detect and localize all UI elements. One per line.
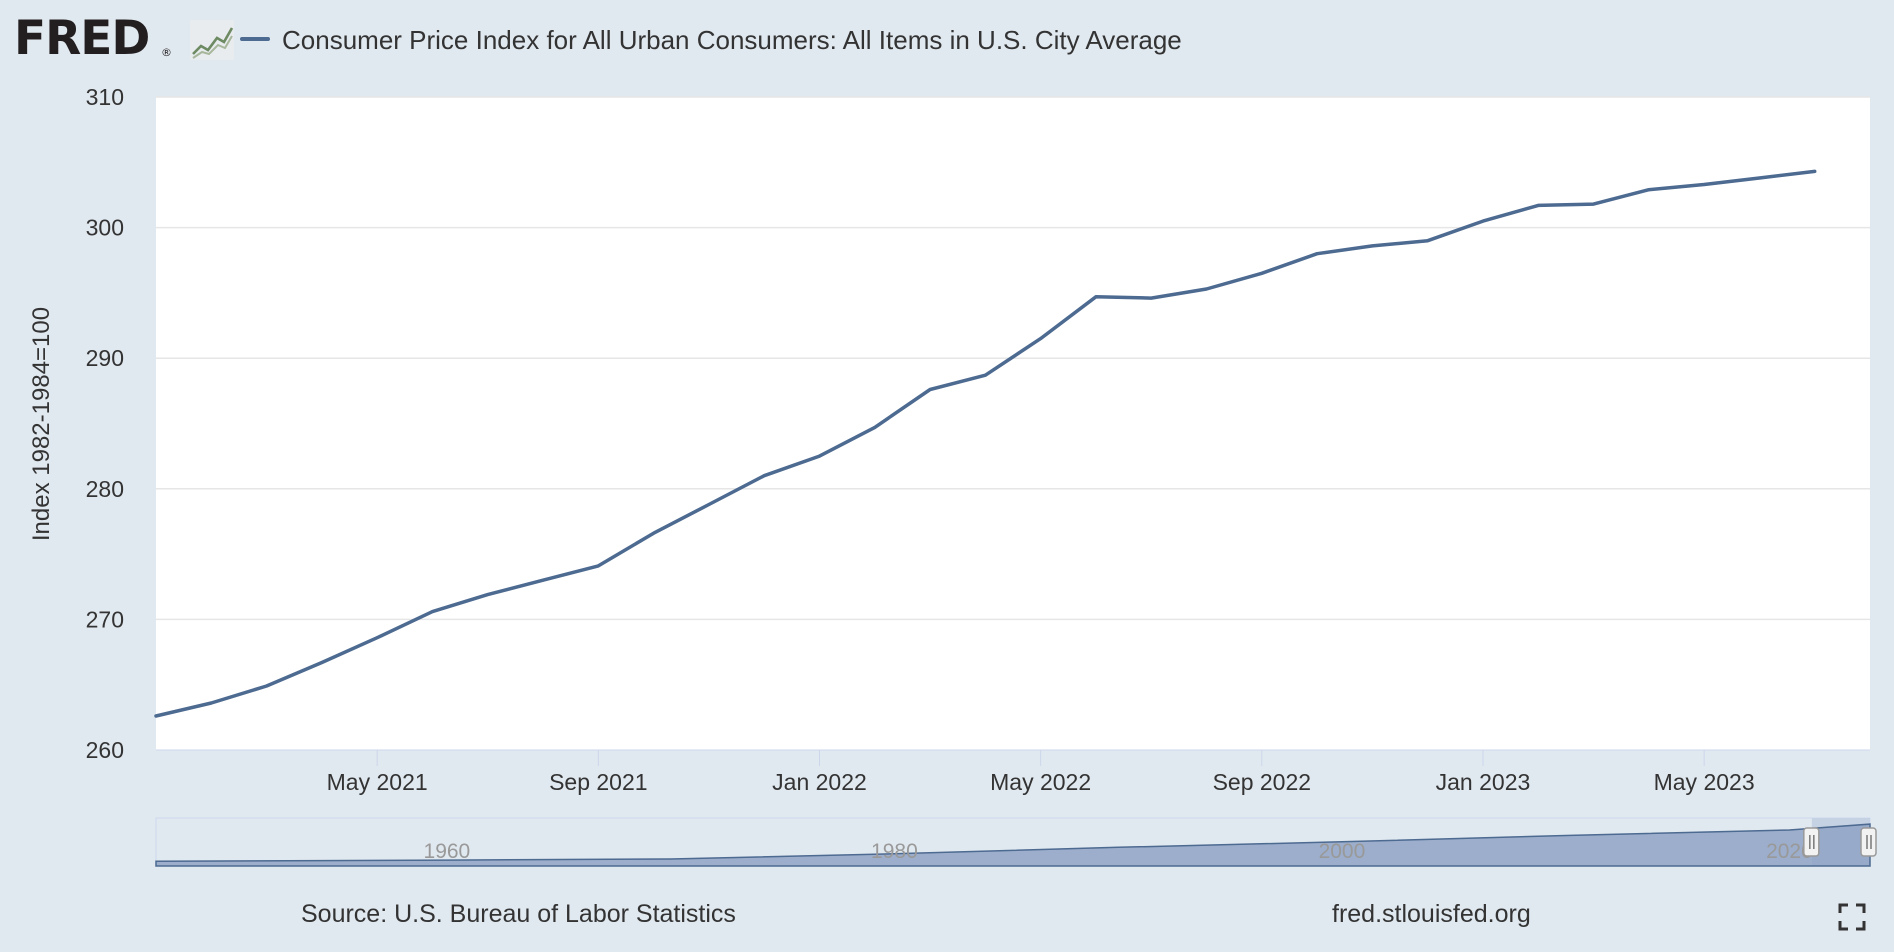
y-axis-title: Index 1982-1984=100 <box>28 307 55 541</box>
range-navigator[interactable]: 1960 1980 2000 2020 <box>155 817 1877 867</box>
plot-background <box>156 97 1870 750</box>
data-point[interactable] <box>154 714 158 718</box>
registered-mark: ® <box>161 46 172 59</box>
x-tick-label: May 2022 <box>990 769 1091 795</box>
y-tick-label: 280 <box>86 476 124 502</box>
data-point[interactable] <box>597 564 600 568</box>
x-tick-label: May 2023 <box>1654 769 1755 795</box>
data-point[interactable] <box>541 579 545 582</box>
x-tick-label: Sep 2022 <box>1213 769 1311 795</box>
y-tick-label: 270 <box>86 606 124 632</box>
data-point[interactable] <box>431 610 434 613</box>
x-tick-label: May 2021 <box>327 769 428 795</box>
data-point[interactable] <box>928 388 932 391</box>
y-tick-label: 290 <box>86 345 124 371</box>
data-point[interactable] <box>375 636 379 639</box>
data-point[interactable] <box>1039 337 1042 340</box>
data-point[interactable] <box>1758 176 1761 180</box>
chart-header: FRED ® Consumer Price Index for All Urba… <box>0 0 1894 82</box>
data-point[interactable] <box>1094 295 1098 299</box>
legend-series-label: Consumer Price Index for All Urban Consu… <box>282 25 1182 55</box>
data-point[interactable] <box>1315 252 1319 255</box>
data-point[interactable] <box>1260 272 1264 275</box>
data-point[interactable] <box>1371 244 1374 248</box>
navigator-year-label: 2000 <box>1319 840 1366 863</box>
y-axis-tick-labels: 260 270 280 290 300 310 <box>86 84 124 763</box>
data-point[interactable] <box>1205 287 1208 291</box>
fullscreen-icon[interactable] <box>1838 903 1866 931</box>
data-point[interactable] <box>320 661 324 664</box>
data-point[interactable] <box>762 474 766 477</box>
navigator-handle[interactable] <box>1860 827 1877 857</box>
fred-logo-text: FRED <box>14 11 150 66</box>
y-tick-label: 260 <box>86 737 124 763</box>
data-point[interactable] <box>873 426 876 429</box>
data-point[interactable] <box>1150 296 1153 300</box>
data-point[interactable] <box>1481 219 1485 223</box>
data-point[interactable] <box>652 532 655 535</box>
y-tick-label: 300 <box>86 215 124 241</box>
data-point[interactable] <box>210 701 213 705</box>
data-point[interactable] <box>486 593 489 596</box>
data-point[interactable] <box>265 684 268 688</box>
source-note: Source: U.S. Bureau of Labor Statistics <box>301 900 736 928</box>
data-point[interactable] <box>1702 183 1706 186</box>
navigator-year-label: 1980 <box>871 840 918 863</box>
data-point[interactable] <box>1537 204 1540 207</box>
site-link[interactable]: fred.stlouisfed.org <box>1332 900 1531 928</box>
data-point[interactable] <box>1647 188 1651 191</box>
line-graph-icon <box>190 20 234 60</box>
data-point[interactable] <box>818 454 821 458</box>
data-point[interactable] <box>1592 202 1595 206</box>
x-tick-label: Jan 2023 <box>1436 769 1531 795</box>
data-point[interactable] <box>707 503 711 506</box>
series-layer <box>154 169 1817 718</box>
data-point[interactable] <box>984 373 987 377</box>
fred-logo[interactable]: FRED ® <box>14 12 234 66</box>
y-tick-label: 310 <box>86 84 124 110</box>
x-tick-label: Sep 2021 <box>549 769 647 795</box>
navigator-year-label: 2020 <box>1766 840 1813 863</box>
navigator-handle[interactable] <box>1803 827 1820 857</box>
legend-line-swatch <box>240 37 270 41</box>
data-point[interactable] <box>1426 239 1429 242</box>
grid-lines <box>156 96 1870 621</box>
navigator-year-label: 1960 <box>424 840 471 863</box>
data-point[interactable] <box>1813 170 1816 173</box>
x-tick-label: Jan 2022 <box>772 769 867 795</box>
x-axis-ticks: May 2021 Sep 2021 Jan 2022 May 2022 Sep 2022… <box>327 750 1755 795</box>
